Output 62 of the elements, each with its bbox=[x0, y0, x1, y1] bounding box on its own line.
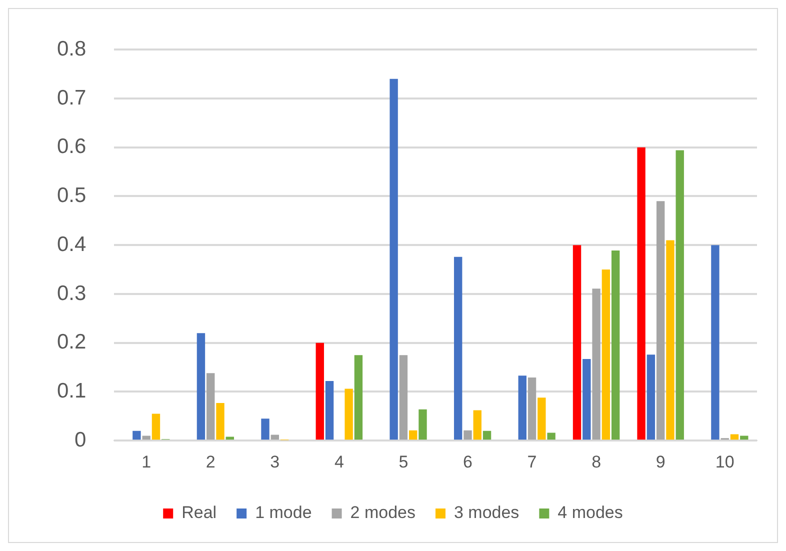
legend-label: Real bbox=[182, 503, 217, 522]
x-tick-label: 2 bbox=[206, 452, 216, 472]
bar bbox=[399, 355, 408, 440]
legend-label: 4 modes bbox=[558, 503, 623, 522]
bar bbox=[740, 436, 748, 440]
bar bbox=[325, 380, 334, 440]
bar bbox=[409, 430, 418, 440]
y-tick-label: 0.5 bbox=[56, 184, 86, 208]
bar bbox=[572, 245, 582, 440]
x-tick-label: 6 bbox=[463, 452, 472, 472]
y-tick-label: 0.7 bbox=[56, 86, 86, 110]
bar bbox=[518, 376, 526, 440]
x-tick-label: 10 bbox=[715, 452, 734, 472]
y-tick-label: 0.6 bbox=[56, 135, 86, 158]
legend-label: 2 modes bbox=[350, 503, 416, 522]
bar bbox=[152, 414, 160, 440]
bar bbox=[270, 434, 279, 440]
x-tick-label: 4 bbox=[334, 452, 344, 472]
bar bbox=[646, 354, 656, 440]
bar bbox=[354, 355, 363, 440]
x-tick-label: 5 bbox=[398, 452, 408, 472]
y-tick-label: 0.4 bbox=[56, 232, 87, 256]
bar bbox=[637, 147, 646, 440]
bar bbox=[656, 201, 665, 440]
bar bbox=[711, 245, 720, 440]
x-tick-label: 3 bbox=[270, 452, 280, 472]
bar bbox=[528, 378, 536, 440]
bar bbox=[538, 398, 546, 440]
bar bbox=[464, 430, 472, 440]
bar bbox=[216, 402, 224, 440]
bar bbox=[611, 250, 620, 440]
legend-label: 3 modes bbox=[454, 503, 520, 522]
bar bbox=[390, 78, 398, 440]
bar bbox=[473, 410, 482, 440]
y-tick-label: 0.2 bbox=[56, 330, 86, 354]
x-tick-label: 9 bbox=[656, 452, 666, 472]
y-tick-label: 0 bbox=[74, 428, 86, 452]
bar bbox=[261, 418, 270, 440]
bar bbox=[344, 388, 353, 440]
bar bbox=[316, 342, 324, 440]
bar bbox=[666, 240, 674, 440]
y-tick-label: 0.1 bbox=[56, 380, 86, 403]
bar bbox=[454, 256, 462, 440]
x-tick-label: 8 bbox=[592, 452, 602, 472]
bar bbox=[206, 373, 215, 440]
bar bbox=[730, 434, 739, 440]
bar bbox=[226, 436, 234, 440]
bar bbox=[142, 436, 150, 440]
bar bbox=[418, 409, 427, 440]
bar bbox=[547, 432, 556, 440]
y-tick-label: 0.3 bbox=[56, 282, 86, 305]
bar bbox=[582, 358, 591, 440]
x-tick-label: 7 bbox=[527, 452, 537, 472]
legend-label: 1 mode bbox=[255, 503, 312, 522]
bar bbox=[132, 430, 141, 440]
x-tick-label: 1 bbox=[142, 452, 152, 472]
bar bbox=[592, 288, 600, 440]
bar bbox=[676, 150, 684, 440]
bar bbox=[196, 333, 206, 440]
y-tick-label: 0.8 bbox=[56, 37, 86, 60]
bar bbox=[482, 430, 492, 440]
bar bbox=[602, 270, 610, 440]
